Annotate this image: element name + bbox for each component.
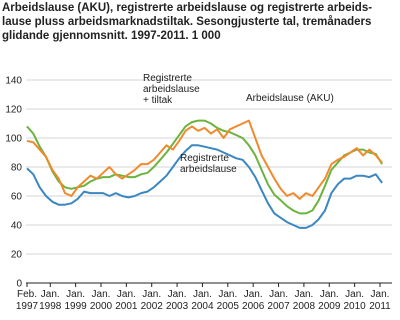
annotation: arbeidslause	[143, 84, 200, 95]
x-tick-label: 2006	[242, 301, 265, 312]
x-tick-label: 2005	[217, 301, 240, 312]
x-tick-label: 2008	[293, 301, 316, 312]
y-tick-label: 120	[5, 105, 22, 116]
x-tick-label: Jan.	[117, 289, 136, 300]
annotation: arbeidslause	[180, 164, 237, 175]
y-tick-label: 60	[11, 192, 23, 203]
chart-title: Arbeidslause (AKU), registrerte arbeidsl…	[2, 2, 372, 14]
x-tick-label: Jan.	[41, 289, 60, 300]
x-tick-label: 2002	[141, 301, 164, 312]
x-tick-label: 2007	[267, 301, 290, 312]
y-tick-label: 100	[5, 134, 22, 145]
annotation: Arbeidslause (AKU)	[246, 93, 334, 104]
y-tick-label: 20	[11, 250, 23, 261]
x-tick-label: Jan.	[218, 289, 237, 300]
x-tick-label: Jan.	[193, 289, 212, 300]
series-line	[26, 144, 383, 229]
x-tick-label: Jan.	[269, 289, 288, 300]
x-tick-label: Jan.	[92, 289, 111, 300]
annotation: + tiltak	[143, 95, 173, 106]
y-tick-label: 140	[5, 76, 22, 87]
x-tick-label: Jan.	[345, 289, 364, 300]
x-tick-label: 2009	[318, 301, 341, 312]
chart-title: lause pluss arbeidsmarknadstiltak. Seson…	[2, 16, 371, 28]
x-tick-label: 2000	[90, 301, 113, 312]
x-tick-label: 2004	[191, 301, 214, 312]
annotation: Registrerte	[143, 73, 192, 84]
series-line	[26, 119, 383, 215]
x-tick-label: 1999	[64, 301, 87, 312]
x-tick-label: 2003	[166, 301, 189, 312]
x-tick-label: Jan.	[142, 289, 161, 300]
x-tick-label: 2001	[115, 301, 138, 312]
x-tick-label: 2010	[344, 301, 367, 312]
series-line	[26, 119, 383, 200]
y-tick-label: 0	[16, 279, 22, 290]
y-tick-label: 40	[11, 221, 23, 232]
x-tick-label: Jan.	[294, 289, 313, 300]
x-tick-label: 2011	[369, 301, 391, 312]
annotation: Registrerte	[180, 153, 229, 164]
x-tick-label: Jan.	[244, 289, 263, 300]
y-tick-label: 80	[11, 163, 23, 174]
x-tick-label: Feb.	[17, 289, 37, 300]
x-tick-label: Jan.	[320, 289, 339, 300]
x-tick-label: Jan.	[66, 289, 85, 300]
chart-title: glidande gjennomsnitt. 1997-2011. 1 000	[2, 30, 221, 42]
x-tick-label: Jan.	[371, 289, 390, 300]
x-tick-label: Jan.	[168, 289, 187, 300]
x-tick-label: 1998	[39, 301, 62, 312]
x-tick-label: 1997	[16, 301, 39, 312]
